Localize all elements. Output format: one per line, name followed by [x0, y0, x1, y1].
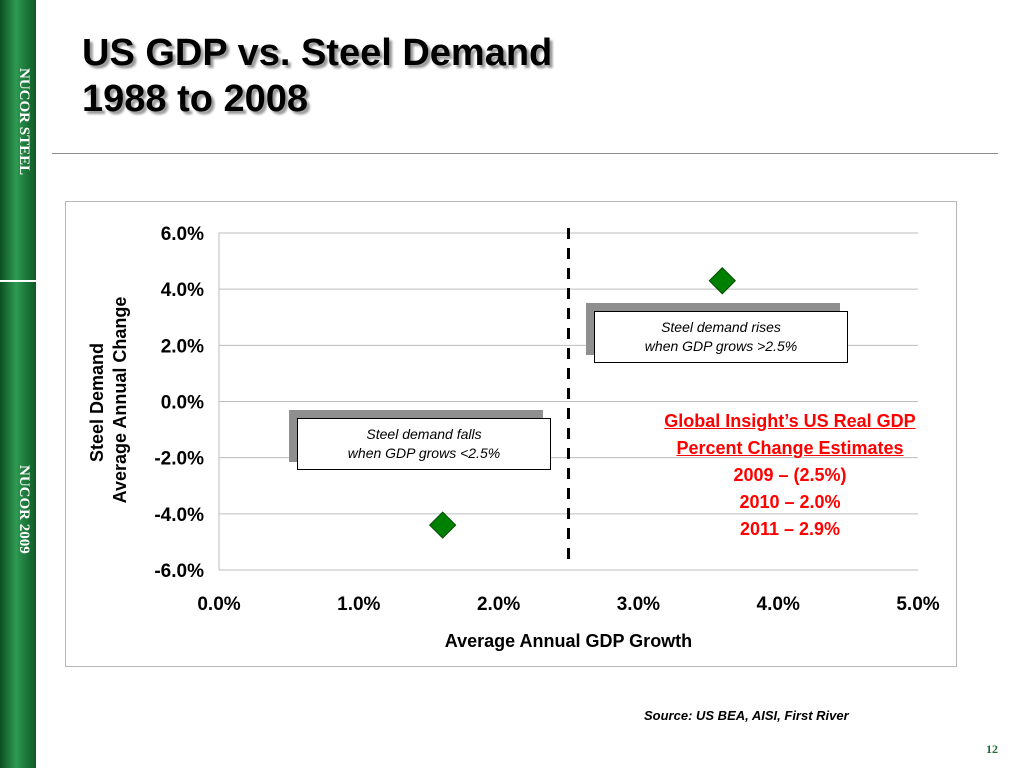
estimate-row-2010: 2010 – 2.0%	[739, 492, 841, 512]
y-axis-title: Steel Demand Average Annual Change	[87, 297, 130, 504]
callout-rises-line-2: when GDP grows >2.5%	[644, 338, 798, 354]
slide-title-line-2: 1988 to 2008	[82, 78, 309, 120]
callout-rises-box: Steel demand rises when GDP grows >2.5%	[594, 311, 848, 363]
y-axis-ticks: 6.0% 4.0% 2.0% 0.0% -2.0% -4.0% -6.0%	[154, 224, 204, 582]
y-tick-label: 0.0%	[161, 393, 204, 414]
x-axis-ticks: 0.0% 1.0% 2.0% 3.0% 4.0% 5.0%	[197, 594, 939, 615]
estimates-heading-2: Percent Change Estimates	[676, 438, 904, 458]
y-tick-label: 4.0%	[161, 280, 204, 301]
callout-rises: Steel demand rises when GDP grows >2.5%	[586, 303, 848, 363]
callout-falls-line-1: Steel demand falls	[366, 426, 482, 442]
gdp-estimates: Global Insight’s US Real GDP Percent Cha…	[620, 408, 960, 543]
callout-falls-box: Steel demand falls when GDP grows <2.5%	[297, 418, 551, 470]
y-tick-label: 6.0%	[161, 224, 204, 245]
estimate-row-2009: 2009 – (2.5%)	[733, 465, 847, 485]
y-tick-label: 2.0%	[161, 336, 204, 357]
x-axis-title: Average Annual GDP Growth	[445, 631, 692, 651]
estimate-row-2011: 2011 – 2.9%	[739, 519, 841, 539]
x-tick-label: 3.0%	[617, 594, 660, 615]
x-tick-label: 1.0%	[337, 594, 380, 615]
sidebar-year-text: NUCOR 2009	[16, 465, 32, 554]
page-number: 12	[986, 742, 998, 756]
slide-title-line-1: US GDP vs. Steel Demand	[82, 32, 553, 74]
data-point-diamond	[428, 511, 457, 539]
callout-rises-line-1: Steel demand rises	[661, 319, 781, 335]
data-point-diamond	[708, 267, 736, 295]
data-points	[428, 267, 736, 539]
slide-title: US GDP vs. Steel Demand 1988 to 2008	[82, 30, 552, 122]
x-tick-label: 4.0%	[757, 594, 800, 615]
callout-falls: Steel demand falls when GDP grows <2.5%	[289, 410, 551, 470]
title-divider	[52, 153, 998, 154]
chart-frame	[65, 201, 957, 667]
sidebar-brand-text: NUCOR STEEL	[16, 68, 32, 176]
y-tick-label: -2.0%	[154, 449, 204, 470]
y-axis-title-line-1: Steel Demand	[87, 343, 107, 462]
brand-sidebar: NUCOR STEEL NUCOR 2009	[0, 0, 36, 768]
estimates-heading-1: Global Insight’s US Real GDP	[664, 411, 916, 431]
y-tick-label: -4.0%	[154, 505, 204, 526]
x-tick-label: 2.0%	[477, 594, 520, 615]
x-tick-label: 0.0%	[197, 594, 240, 615]
sidebar-divider	[0, 280, 36, 282]
source-note: Source: US BEA, AISI, First River	[644, 708, 849, 723]
callout-falls-line-2: when GDP grows <2.5%	[347, 445, 501, 461]
y-tick-label: -6.0%	[154, 561, 204, 582]
x-tick-label: 5.0%	[896, 594, 939, 615]
y-axis-title-line-2: Average Annual Change	[110, 297, 130, 504]
